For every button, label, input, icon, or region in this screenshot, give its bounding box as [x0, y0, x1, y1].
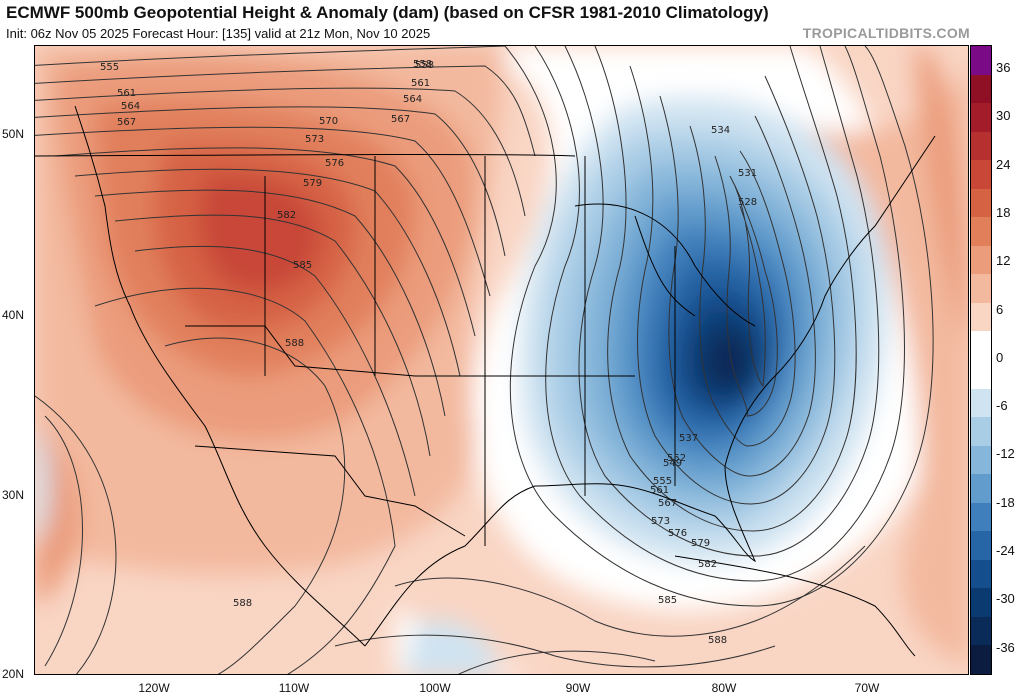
- colorbar-segment: [971, 302, 991, 332]
- colorbar-tick-label: 24: [996, 156, 1011, 172]
- map-canvas: 555 558 561 564 567 570 573 576 579 582 …: [35, 46, 968, 674]
- contour-label: 537: [679, 433, 698, 444]
- contour-label: 555: [100, 62, 119, 73]
- lat-label-20n: 20N: [2, 667, 25, 681]
- contour-label: 555: [653, 476, 672, 487]
- contour-label: 576: [668, 528, 687, 539]
- colorbar-segment: [971, 559, 991, 589]
- contour-label: 573: [651, 516, 670, 527]
- contour-label: 588: [708, 635, 727, 646]
- colorbar-tick-label: -36: [996, 639, 1015, 655]
- colorbar-segment: [971, 74, 991, 104]
- contour-label: 558: [413, 59, 432, 70]
- contour-label: 582: [698, 559, 717, 570]
- colorbar-tick-label: 0: [996, 349, 1004, 365]
- contour-label: 582: [277, 210, 296, 221]
- colorbar-segment: [971, 645, 991, 675]
- colorbar-segment: [971, 217, 991, 247]
- colorbar-tick-label: -12: [996, 446, 1015, 462]
- chart-title: ECMWF 500mb Geopotential Height & Anomal…: [6, 3, 769, 22]
- contour-label: 579: [303, 178, 322, 189]
- lon-label-120w: 120W: [138, 681, 170, 695]
- colorbar-segment: [971, 531, 991, 561]
- colorbar-segment: [971, 331, 991, 361]
- colorbar-segment: [971, 417, 991, 447]
- contour-label: 573: [305, 134, 324, 145]
- colorbar-segment: [971, 616, 991, 646]
- lon-label-90w: 90W: [565, 681, 591, 695]
- contour-label: 567: [117, 117, 136, 128]
- colorbar-segment: [971, 46, 991, 76]
- colorbar-segment: [971, 274, 991, 304]
- contour-label: 552: [667, 453, 686, 464]
- colorbar-segment: [971, 588, 991, 618]
- contour-label: 561: [411, 78, 430, 89]
- contour-label: 585: [293, 260, 312, 271]
- height-contours: [35, 46, 934, 674]
- colorbar-tick-label: 6: [996, 301, 1004, 317]
- colorbar-tick-label: -24: [996, 543, 1015, 558]
- colorbar-tick-label: -18: [996, 494, 1015, 510]
- lon-label-70w: 70W: [854, 681, 880, 695]
- lat-label-40n: 40N: [2, 308, 25, 322]
- colorbar-segment: [971, 360, 991, 390]
- colorbar-segment: [971, 445, 991, 475]
- contour-label-group: 555 558 561 564 567 570 573 576 579 582 …: [100, 59, 757, 646]
- lat-label-30n: 30N: [2, 488, 25, 502]
- colorbar-segment: [971, 160, 991, 190]
- contour-label: 549: [663, 458, 682, 469]
- contour-label: 531: [738, 168, 757, 179]
- contour-label: 558: [415, 60, 434, 71]
- contour-label: 561: [650, 485, 669, 496]
- contour-label: 588: [233, 598, 252, 609]
- anomaly-map: 555 558 561 564 567 570 573 576 579 582 …: [34, 45, 969, 675]
- colorbar: [970, 45, 992, 675]
- lat-label-50n: 50N: [2, 127, 25, 141]
- contour-label: 567: [391, 114, 410, 125]
- colorbar-tick-label: 36: [996, 60, 1011, 75]
- colorbar-segment: [971, 103, 991, 133]
- site-watermark: TROPICALTIDBITS.COM: [802, 25, 970, 41]
- contour-label: 528: [738, 197, 757, 208]
- contour-label: 564: [403, 94, 422, 105]
- forecast-info: Init: 06z Nov 05 2025 Forecast Hour: [13…: [6, 26, 431, 41]
- lon-label-80w: 80W: [711, 681, 737, 695]
- colorbar-tick-label: 30: [996, 108, 1011, 124]
- colorbar-segment: [971, 188, 991, 218]
- colorbar-tick-label: 12: [996, 253, 1011, 269]
- coastlines-borders: [35, 105, 936, 657]
- colorbar-segment: [971, 131, 991, 161]
- colorbar-segment: [971, 245, 991, 275]
- lon-label-100w: 100W: [419, 681, 451, 695]
- colorbar-tick-label: -30: [996, 591, 1015, 607]
- contour-label: 564: [121, 101, 140, 112]
- contour-label: 561: [117, 88, 136, 99]
- colorbar-segment: [971, 388, 991, 418]
- colorbar-tick-label: 18: [996, 204, 1011, 220]
- contour-label: 588: [285, 338, 304, 349]
- contour-label: 570: [319, 116, 338, 127]
- contour-label: 534: [711, 125, 730, 136]
- contour-label: 567: [658, 498, 677, 509]
- colorbar-segment: [971, 474, 991, 504]
- contour-label: 585: [658, 595, 677, 606]
- anomaly-shading: [35, 46, 968, 674]
- lon-label-110w: 110W: [278, 681, 310, 695]
- colorbar-tick-label: -6: [996, 398, 1008, 414]
- contour-label: 579: [691, 538, 710, 549]
- contour-label: 576: [325, 158, 344, 169]
- colorbar-segment: [971, 502, 991, 532]
